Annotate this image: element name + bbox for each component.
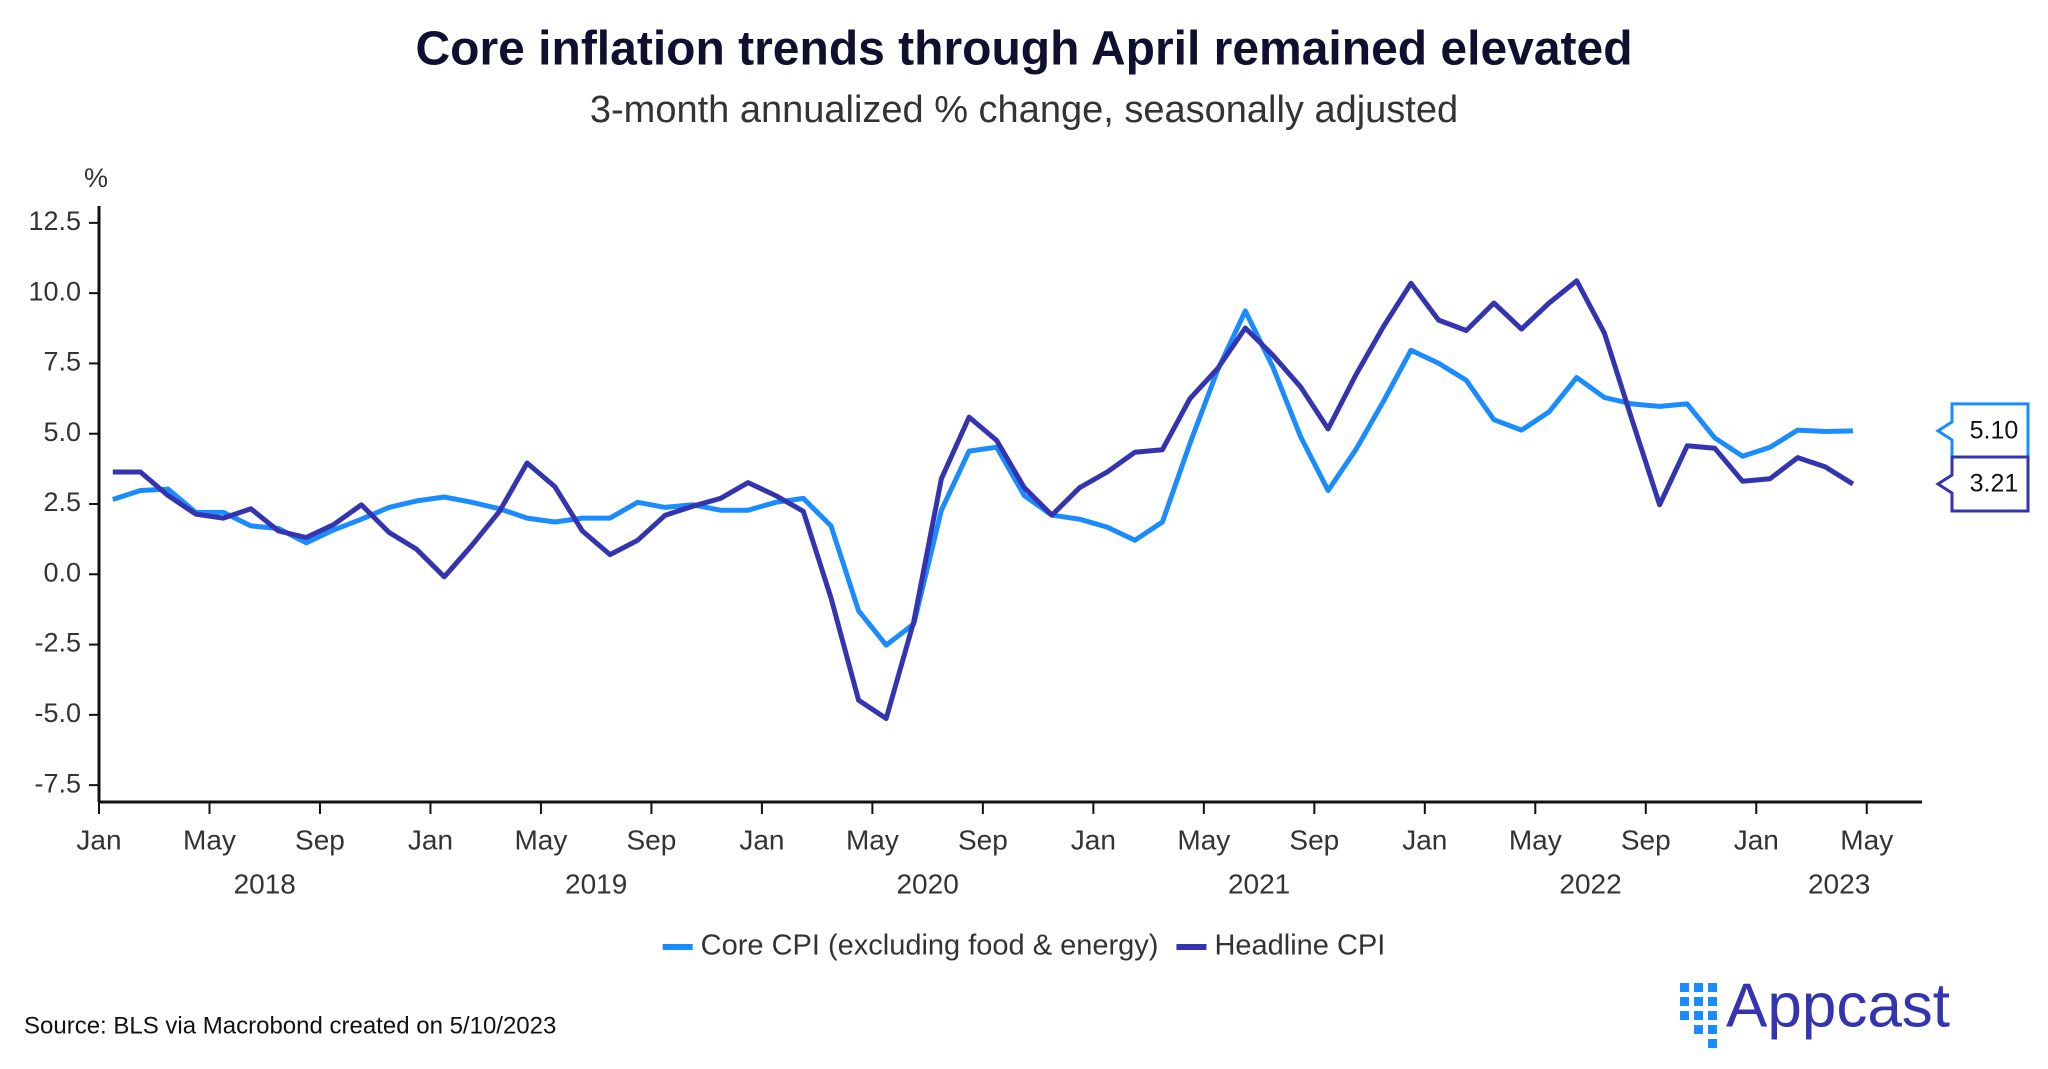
y-tick-label: -2.5 <box>34 628 81 658</box>
x-tick-label: May <box>1177 824 1230 855</box>
y-tick-label: 2.5 <box>43 487 81 517</box>
y-tick-label: 0.0 <box>43 557 81 587</box>
y-tick-label: -7.5 <box>34 768 81 798</box>
x-tick-label: May <box>183 824 236 855</box>
legend-label: Headline CPI <box>1214 930 1385 962</box>
y-tick-label: 12.5 <box>28 206 81 236</box>
x-tick-label: May <box>846 824 899 855</box>
y-tick-label: 7.5 <box>43 347 81 377</box>
end-label: 5.10 <box>1935 402 2030 460</box>
x-tick-label: Jan <box>1734 824 1779 855</box>
x-tick-label: May <box>1840 824 1893 855</box>
x-group-label: 2020 <box>896 868 958 899</box>
x-group-label: 2018 <box>234 868 296 899</box>
end-label-box <box>1935 402 2030 460</box>
x-tick-label: Jan <box>1071 824 1116 855</box>
legend: Core CPI (excluding food & energy) Headli… <box>662 930 1385 962</box>
x-tick-label: Sep <box>1621 824 1671 855</box>
x-group-label: 2022 <box>1559 868 1621 899</box>
x-tick-label: Sep <box>1289 824 1339 855</box>
x-group-label: 2023 <box>1808 868 1870 899</box>
end-label-box <box>1935 455 2030 513</box>
x-tick-label: Sep <box>627 824 677 855</box>
x-tick-label: May <box>1509 824 1562 855</box>
x-group-label: 2019 <box>565 868 627 899</box>
chart-subtitle: 3-month annualized % change, seasonally … <box>590 89 1458 131</box>
end-label: 3.21 <box>1935 455 2030 513</box>
legend-label: Core CPI (excluding food & energy) <box>701 930 1159 962</box>
series-line <box>112 308 1853 648</box>
x-tick-label: May <box>514 824 567 855</box>
end-label-text: 5.10 <box>1970 417 2019 445</box>
y-tick-label: -5.0 <box>34 698 81 728</box>
x-tick-label: Jan <box>1402 824 1447 855</box>
chart-title: Core inflation trends through April rema… <box>415 23 1632 76</box>
series-line <box>112 278 1855 721</box>
x-tick-label: Jan <box>408 824 453 855</box>
source-note: Source: BLS via Macrobond created on 5/1… <box>24 1012 556 1039</box>
x-group-label: 2021 <box>1228 868 1290 899</box>
y-tick-label: 10.0 <box>28 276 81 306</box>
y-axis-label: % <box>84 163 108 193</box>
y-tick-label: 5.0 <box>43 417 81 447</box>
x-tick-label: Jan <box>739 824 784 855</box>
x-tick-label: Sep <box>295 824 345 855</box>
x-tick-label: Sep <box>958 824 1008 855</box>
brand-logo: Appcast <box>1680 971 1950 1048</box>
brand-text: Appcast <box>1726 971 1950 1040</box>
x-tick-label: Jan <box>76 824 121 855</box>
end-label-text: 3.21 <box>1970 470 2019 498</box>
